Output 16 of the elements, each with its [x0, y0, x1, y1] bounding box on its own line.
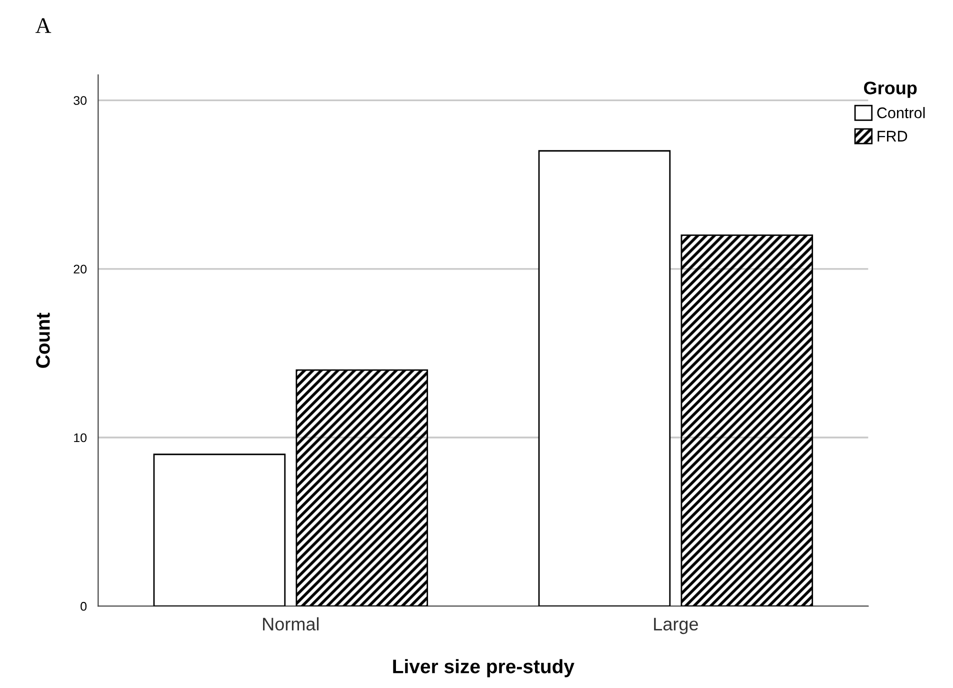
legend-label: FRD — [878, 130, 908, 142]
text: A — [35, 18, 52, 33]
bar — [153, 454, 286, 606]
x-tick-label: Large — [654, 618, 698, 634]
y-tick-label: 10 — [74, 433, 87, 442]
y-tick-label: 0 — [80, 602, 87, 611]
bar — [680, 234, 814, 606]
y-axis-title: Count — [36, 312, 50, 368]
y-tick-label: 20 — [74, 264, 87, 274]
bar — [538, 150, 671, 606]
legend-label: Control — [877, 107, 925, 118]
bar — [296, 369, 428, 606]
legend-title: Group — [864, 82, 917, 98]
y-tick-label: 30 — [74, 96, 87, 105]
x-axis-title: Liver size pre-study — [393, 659, 574, 678]
x-tick-label: Normal — [263, 617, 319, 630]
